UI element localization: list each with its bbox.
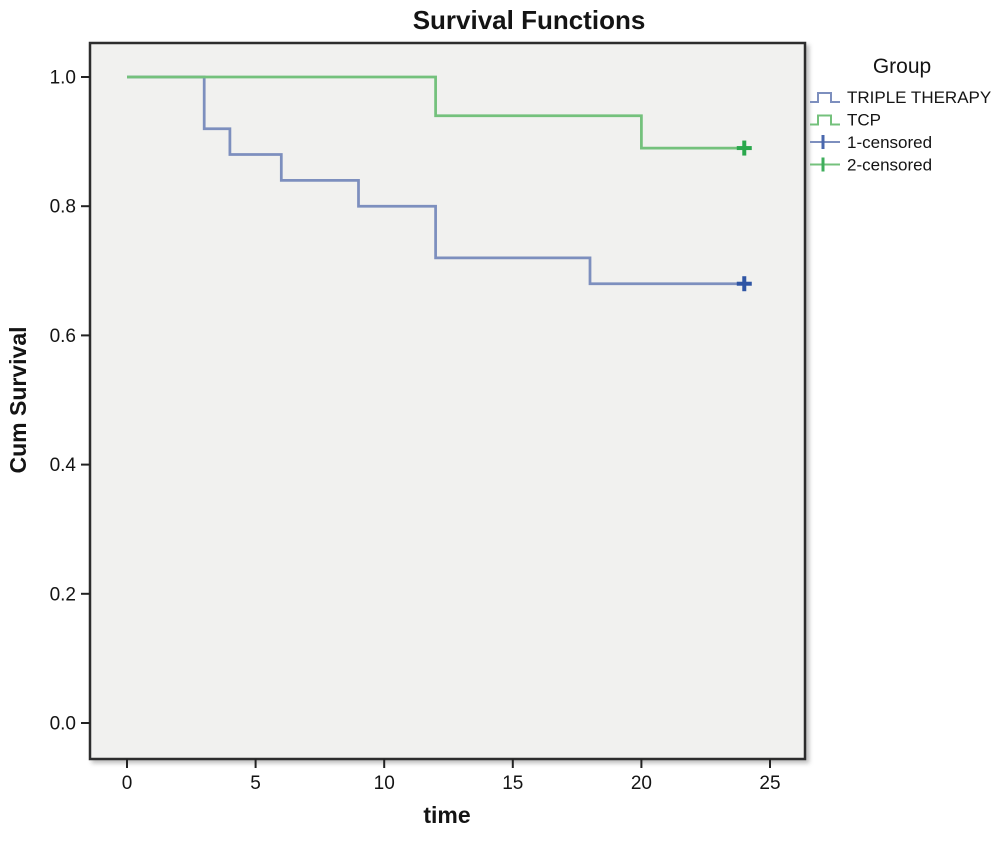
x-tick-label: 20 (631, 773, 652, 794)
y-tick-label: 0.6 (50, 326, 76, 347)
y-tick-label: 0.8 (50, 197, 76, 218)
survival-curve-tcp (127, 75, 745, 150)
x-axis-label: time (423, 802, 470, 828)
step-line-icon (810, 92, 840, 103)
legend-label: TCP (847, 111, 881, 130)
chart-title: Survival Functions (413, 5, 646, 35)
censor-marker-triple-therapy (736, 276, 752, 292)
x-tick-label: 5 (250, 773, 261, 794)
plot-area (88, 41, 807, 761)
x-tick-label: 0 (122, 773, 133, 794)
y-tick-label: 0.0 (50, 714, 76, 735)
survival-curve-triple-therapy (127, 75, 745, 286)
legend-label: TRIPLE THERAPY (847, 88, 991, 107)
legend-label: 2-censored (847, 156, 932, 175)
legend-item: 2-censored (810, 156, 932, 175)
legend-item: 1-censored (810, 133, 932, 152)
legend-item: TCP (810, 111, 881, 130)
legend-entries: TRIPLE THERAPY TCP 1-censored 2-censored (810, 88, 991, 175)
y-axis-label: Cum Survival (5, 327, 31, 474)
y-tick-label: 1.0 (50, 68, 76, 89)
legend-title: Group (873, 55, 931, 78)
censor-marker-tcp (736, 140, 752, 156)
plot-frame (88, 41, 807, 761)
axes: 0 5 10 15 20 25 0.0 0.2 0.4 0.6 0.8 1.0 (50, 68, 781, 795)
legend-item: TRIPLE THERAPY (810, 88, 991, 107)
x-tick-label: 10 (374, 773, 395, 794)
y-tick-label: 0.4 (50, 455, 77, 476)
legend-label: 1-censored (847, 133, 932, 152)
x-tick-label: 25 (759, 773, 780, 794)
step-line-icon (810, 114, 840, 126)
legend: Group TRIPLE THERAPY TCP 1-censored 2-censo… (810, 55, 991, 175)
x-tick-label: 15 (502, 773, 523, 794)
y-tick-label: 0.2 (50, 584, 76, 605)
